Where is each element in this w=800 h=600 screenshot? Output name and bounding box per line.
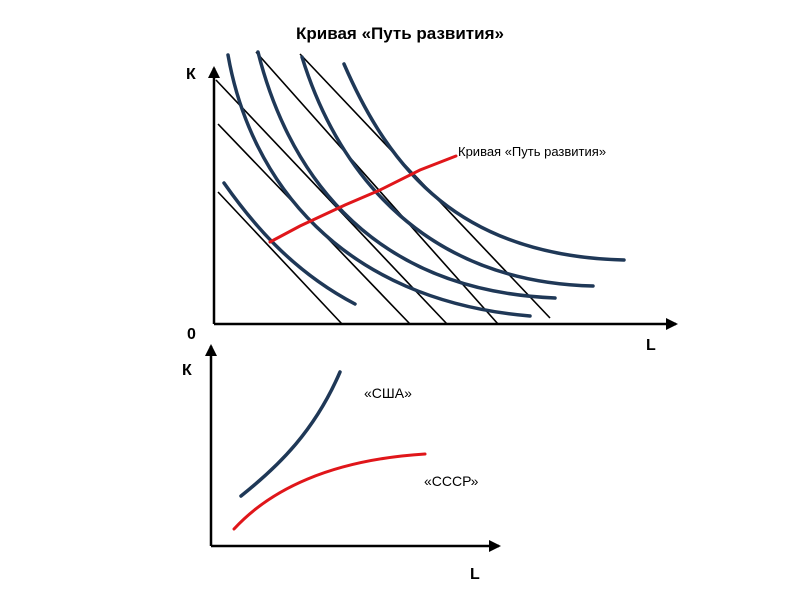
bottom-chart: К L «США» «СССР» <box>182 344 501 583</box>
isoquant-curve <box>226 53 532 318</box>
page-title: Кривая «Путь развития» <box>296 24 504 43</box>
isocost-line <box>217 191 343 325</box>
top-chart: К L 0 Кривая «Путь развития» <box>186 50 678 354</box>
bottom-y-axis-label: К <box>182 362 192 379</box>
top-x-axis-label: L <box>646 337 656 354</box>
usa-curve <box>239 370 342 498</box>
ussr-curve <box>232 452 427 531</box>
isoquant-curve <box>256 50 557 300</box>
isocost-line <box>255 51 499 325</box>
expansion-path-label: Кривая «Путь развития» <box>458 144 606 159</box>
expansion-path-curve <box>268 154 458 244</box>
ussr-label: «СССР» <box>424 473 479 489</box>
isoquant-curve <box>300 55 595 288</box>
bottom-x-axis-label: L <box>470 566 480 583</box>
isoquant-curve <box>222 181 357 306</box>
isoquant-curve <box>342 62 626 262</box>
origin-label: 0 <box>187 326 196 343</box>
top-y-axis-label: К <box>186 66 196 83</box>
usa-label: «США» <box>364 385 412 401</box>
